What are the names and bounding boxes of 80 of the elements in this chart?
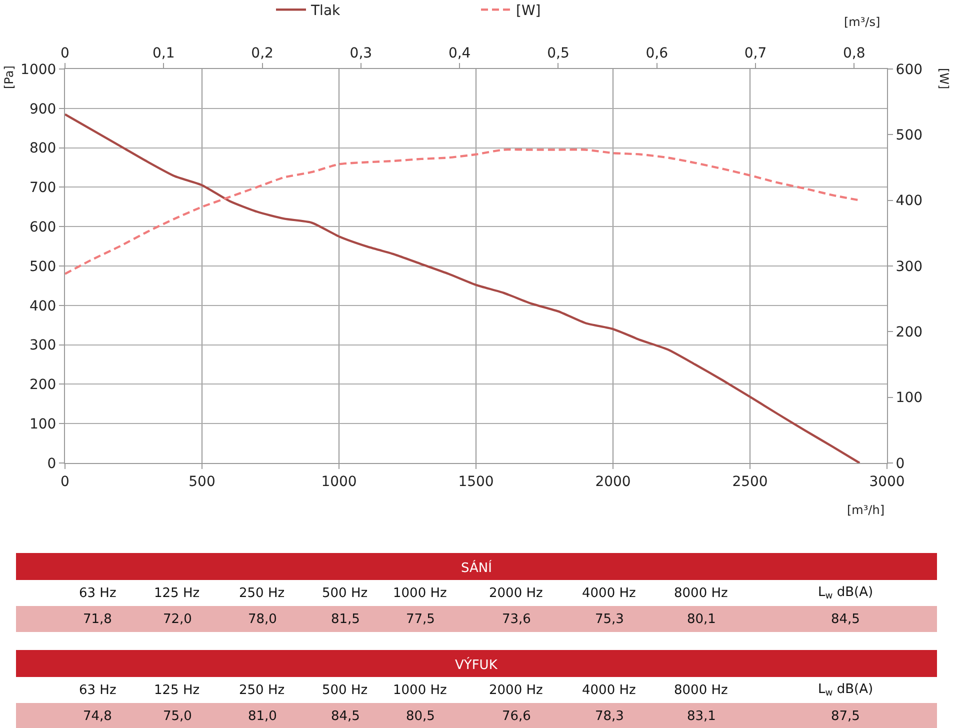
data-label: 72,0 bbox=[163, 612, 192, 627]
data-label: 87,5 bbox=[831, 709, 860, 724]
y-tick-label: 700 bbox=[29, 180, 56, 196]
data-label: 75,0 bbox=[163, 709, 192, 724]
y-tick-label: 100 bbox=[29, 416, 56, 432]
category-label: 500 Hz bbox=[322, 586, 368, 601]
category-label: 2000 Hz bbox=[489, 586, 543, 601]
text: SÁNÍ bbox=[461, 559, 492, 576]
category-label: 4000 Hz bbox=[582, 683, 636, 698]
x-tick-label: 1500 bbox=[458, 474, 494, 490]
x2-tick-label: 0,7 bbox=[744, 45, 767, 62]
category-label: L$_{w}$ dB(A) bbox=[818, 682, 874, 699]
y2-tick-label: 0 bbox=[896, 456, 905, 472]
category-label: 63 Hz bbox=[79, 683, 116, 698]
category-label: 8000 Hz bbox=[674, 586, 728, 601]
x-tick-label: 500 bbox=[188, 474, 216, 490]
y2-tick-label: 200 bbox=[896, 324, 923, 341]
data-label: 75,3 bbox=[595, 612, 624, 627]
category-label: 250 Hz bbox=[239, 683, 285, 698]
x-tick-label: 1000 bbox=[321, 474, 357, 490]
category-label: 250 Hz bbox=[239, 586, 285, 601]
x-axis-title: [m³/h] bbox=[847, 503, 885, 517]
x2-axis-title: [m³/s] bbox=[844, 15, 880, 29]
data-label: 81,5 bbox=[331, 612, 360, 627]
category-label: 125 Hz bbox=[154, 586, 200, 601]
y-tick-label: 600 bbox=[29, 220, 56, 236]
category-label: 125 Hz bbox=[154, 683, 200, 698]
x2-tick-label: 0,1 bbox=[152, 45, 175, 62]
y2-tick-label: 400 bbox=[896, 193, 923, 210]
y-tick-label: 400 bbox=[29, 298, 56, 314]
y-tick-label: 0 bbox=[47, 456, 56, 472]
category-label: L$_{w}$ dB(A) bbox=[818, 585, 874, 602]
x-tick-label: 3000 bbox=[869, 474, 905, 490]
line-series bbox=[65, 113, 861, 463]
x2-tick-label: 0,4 bbox=[448, 45, 471, 62]
legend-label: [W] bbox=[516, 3, 541, 20]
data-label: 83,1 bbox=[687, 709, 716, 724]
y-axis-title: [Pa] bbox=[2, 66, 16, 89]
x2-tick-label: 0,3 bbox=[350, 45, 372, 62]
data-label: 73,6 bbox=[502, 612, 531, 627]
y-tick-label: 200 bbox=[29, 377, 56, 394]
data-label: 74,8 bbox=[83, 709, 112, 724]
data-label: 76,6 bbox=[502, 709, 531, 724]
x2-tick-label: 0,2 bbox=[251, 45, 274, 62]
category-label: 63 Hz bbox=[79, 586, 116, 601]
category-label: 8000 Hz bbox=[674, 683, 728, 698]
y-tick-label: 1000 bbox=[20, 62, 56, 78]
x-tick-label: 2000 bbox=[595, 474, 631, 490]
y2-axis-title: [W] bbox=[937, 68, 951, 90]
line-series bbox=[65, 148, 861, 275]
category-label: 4000 Hz bbox=[582, 586, 636, 601]
y2-tick-label: 500 bbox=[896, 128, 923, 144]
x2-tick-label: 0 bbox=[60, 45, 70, 62]
y-tick-label: 900 bbox=[29, 101, 56, 118]
x2-tick-label: 0,8 bbox=[843, 45, 866, 62]
y2-tick-label: 300 bbox=[896, 258, 923, 275]
data-label: 78,0 bbox=[248, 612, 277, 627]
data-label: 81,0 bbox=[248, 709, 277, 724]
category-label: 500 Hz bbox=[322, 683, 368, 698]
text: VÝFUK bbox=[455, 656, 498, 673]
data-label: 80,1 bbox=[687, 612, 716, 627]
x-tick-label: 2500 bbox=[732, 474, 768, 490]
data-label: 71,8 bbox=[83, 612, 112, 627]
category-label: 1000 Hz bbox=[393, 683, 447, 698]
data-label: 84,5 bbox=[831, 612, 860, 627]
y-tick-label: 300 bbox=[29, 338, 56, 354]
x2-tick-label: 0,5 bbox=[547, 45, 570, 62]
x-tick-label: 0 bbox=[60, 474, 70, 490]
y2-tick-label: 600 bbox=[896, 62, 923, 78]
y-tick-label: 500 bbox=[29, 258, 56, 275]
data-label: 77,5 bbox=[406, 612, 435, 627]
data-label: 84,5 bbox=[331, 709, 360, 724]
data-label: 80,5 bbox=[406, 709, 435, 724]
y2-tick-label: 100 bbox=[896, 390, 923, 406]
category-label: 2000 Hz bbox=[489, 683, 543, 698]
legend-label: Tlak bbox=[310, 3, 342, 20]
category-label: 1000 Hz bbox=[393, 586, 447, 601]
y-tick-label: 800 bbox=[29, 140, 56, 157]
x2-tick-label: 0,6 bbox=[646, 45, 668, 62]
data-label: 78,3 bbox=[595, 709, 624, 724]
